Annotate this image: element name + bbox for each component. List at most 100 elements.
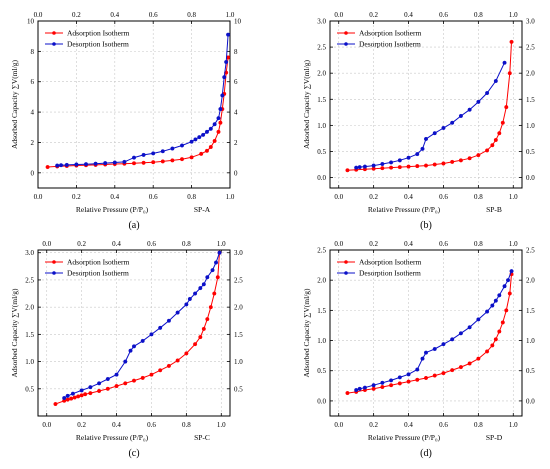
x-tick-label-top: 0.8 (474, 240, 483, 248)
x-tick-label-top: 0.4 (110, 11, 119, 19)
y-tick-label: 2.5 (317, 44, 326, 52)
data-point-adsorption (345, 168, 350, 173)
y-tick-label-right: 1.5 (526, 307, 535, 315)
data-point-desorption (212, 122, 217, 127)
data-point-adsorption (179, 157, 184, 162)
data-point-adsorption (509, 39, 514, 44)
x-tick-label-top: 1.0 (226, 11, 235, 19)
data-point-adsorption (450, 368, 455, 373)
legend-marker (52, 271, 56, 275)
y-axis-label: Adsorbed Capacity ∑V(ml/g) (302, 59, 311, 149)
data-point-adsorption (490, 343, 495, 348)
x-tick-label: 1.0 (226, 193, 235, 201)
data-point-desorption (450, 120, 455, 125)
x-tick-label: 0.6 (439, 193, 448, 201)
x-tick-label: 0.2 (369, 193, 378, 201)
data-point-desorption (424, 136, 429, 141)
y-tick-label: 6 (31, 78, 35, 86)
data-point-adsorption (467, 361, 472, 366)
data-point-adsorption (493, 337, 498, 342)
data-point-desorption (224, 59, 229, 64)
x-tick-label: 0.0 (34, 193, 43, 201)
y-tick-label-right: 0.0 (526, 397, 535, 405)
data-point-desorption (193, 291, 198, 296)
x-tick-label-top: 1.0 (509, 11, 518, 19)
data-point-adsorption (504, 308, 509, 313)
data-point-desorption (197, 135, 202, 140)
y-tick-label-right: 2 (234, 139, 238, 147)
chart-panel-sp-c: 0.0 0.0 0.2 0.2 0.4 0.4 0.6 0.6 0.8 0.8 1.0 1.0 0.5 0… (10, 240, 243, 459)
series-line-desorption (57, 34, 229, 166)
data-point-adsorption (497, 329, 502, 334)
data-point-desorption (389, 378, 394, 383)
data-point-adsorption (380, 385, 385, 390)
data-point-adsorption (212, 291, 217, 296)
data-point-desorption (179, 143, 184, 148)
data-point-desorption (122, 159, 127, 164)
x-tick-label: 0.4 (112, 421, 121, 429)
x-tick-label-top: 0.4 (404, 240, 413, 248)
data-point-desorption (389, 160, 394, 165)
y-tick-label-right: 0.5 (234, 385, 243, 393)
y-tick-label-right: 10 (234, 18, 242, 26)
series-line-desorption (356, 62, 505, 169)
data-point-adsorption (485, 148, 490, 153)
x-tick-label: 0.8 (182, 421, 191, 429)
panel-caption: (d) (420, 448, 432, 459)
data-point-desorption (166, 318, 171, 323)
data-point-desorption (441, 125, 446, 130)
plot-frame (329, 249, 523, 417)
data-point-desorption (141, 152, 146, 157)
data-point-desorption (371, 383, 376, 388)
data-point-desorption (467, 107, 472, 112)
plot-frame (37, 249, 231, 417)
data-point-adsorption (204, 148, 209, 153)
data-point-desorption (490, 303, 495, 308)
sample-label: SP-D (486, 433, 503, 442)
data-point-desorption (218, 107, 223, 112)
data-point-adsorption (215, 275, 220, 280)
data-point-desorption (493, 298, 498, 303)
x-tick-label-top: 0.0 (334, 11, 343, 19)
x-tick-label-top: 0.6 (439, 11, 448, 19)
y-tick-label: 0.5 (317, 367, 326, 375)
panel-caption: (c) (128, 448, 139, 459)
y-tick-label-right: 2.0 (526, 277, 535, 285)
x-tick-label-top: 0.8 (474, 11, 483, 19)
data-point-desorption (458, 331, 463, 336)
data-point-desorption (354, 388, 359, 393)
y-tick-label-right: 1.5 (526, 96, 535, 104)
y-axis-label: Adsorbed Capacity ∑V(ml/g) (10, 288, 19, 378)
data-point-desorption (201, 132, 206, 137)
x-axis-label: Relative Pressure (P/P₀) (76, 433, 149, 442)
data-point-adsorption (450, 159, 455, 164)
data-point-desorption (83, 162, 88, 167)
data-point-desorption (420, 356, 425, 361)
x-tick-label-top: 0.6 (149, 11, 158, 19)
data-point-adsorption (218, 120, 223, 125)
data-point-desorption (397, 375, 402, 380)
data-point-adsorption (131, 161, 136, 166)
legend-marker (52, 42, 56, 46)
data-point-adsorption (371, 386, 376, 391)
data-point-adsorption (507, 71, 512, 76)
data-point-adsorption (415, 377, 420, 382)
data-point-desorption (354, 165, 359, 170)
legend-marker (344, 271, 348, 275)
data-point-adsorption (458, 158, 463, 163)
y-tick-label: 4 (31, 109, 35, 117)
data-point-adsorption (199, 151, 204, 156)
data-point-desorption (198, 286, 203, 291)
y-tick-label-right: 2.5 (526, 247, 535, 255)
y-tick-label: 1.0 (25, 358, 34, 366)
y-tick-label: 1.5 (317, 307, 326, 315)
data-point-adsorption (131, 378, 136, 383)
data-point-adsorption (441, 371, 446, 376)
legend-marker (344, 260, 348, 264)
data-point-adsorption (114, 384, 119, 389)
x-tick-label-top: 0.6 (147, 240, 156, 248)
data-point-adsorption (476, 153, 481, 158)
data-point-adsorption (123, 381, 128, 386)
data-point-desorption (424, 350, 429, 355)
data-point-desorption (450, 337, 455, 342)
